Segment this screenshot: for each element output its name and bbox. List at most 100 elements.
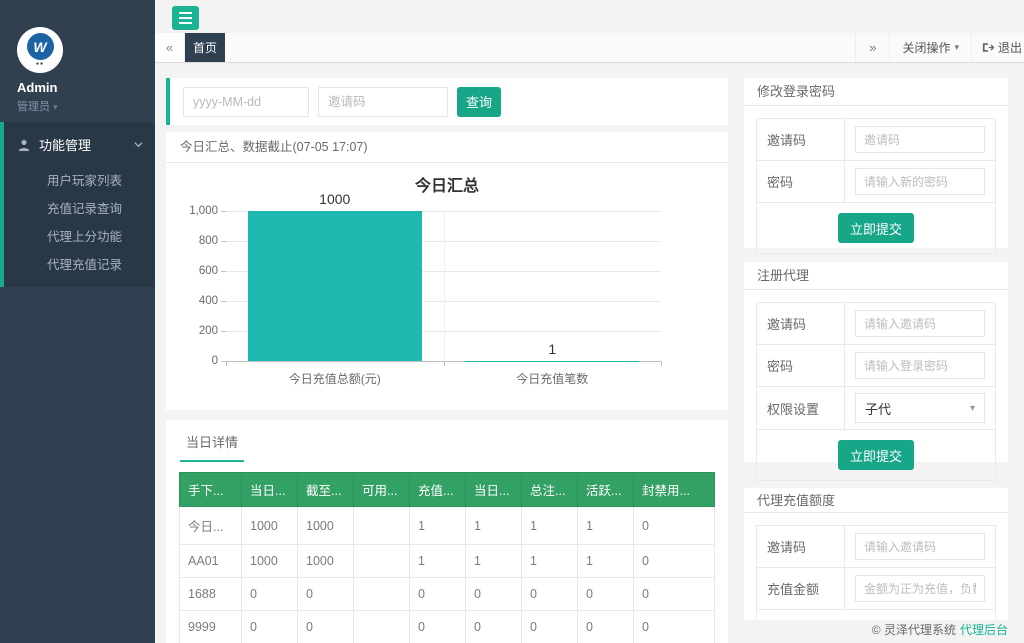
new-password-input[interactable] (855, 168, 985, 195)
password-label: 密码 (757, 345, 845, 386)
brand-logo-caption: ●● (35, 61, 45, 67)
permission-select[interactable]: 子代 ▾ (855, 393, 985, 423)
profile-block: W ●● Admin 管理员 ▾ (0, 0, 155, 118)
password-label: 密码 (757, 161, 845, 202)
sidebar-item-player-list[interactable]: 用户玩家列表 (47, 174, 123, 188)
table-cell: 1 (521, 506, 578, 545)
y-axis-tick (221, 271, 226, 272)
tabs-scroll-left-button[interactable]: « (155, 33, 185, 62)
content: 查询 今日汇总、数据截止(07-05 17:07) 今日汇总 0 200 400 60… (155, 64, 1024, 643)
date-input[interactable] (183, 86, 309, 117)
y-axis-tick-label: 1,000 (189, 205, 218, 217)
sidebar: W ●● Admin 管理员 ▾ 功能管理 用户玩家列表 充值记录查询 代理上分… (0, 0, 155, 643)
table-cell: 0 (409, 610, 466, 643)
x-axis-tick (661, 361, 662, 366)
table-cell: 1 (465, 544, 522, 578)
table-cell: 1 (409, 506, 466, 545)
column-header: 当日... (465, 472, 522, 507)
table-cell: 0 (521, 577, 578, 611)
recharge-amount-input[interactable] (855, 575, 985, 602)
table-cell (353, 544, 410, 578)
table-cell: 1000 (297, 506, 354, 545)
right-column: 修改登录密码 邀请码 密码 立即提交 (744, 78, 1008, 620)
register-agent-card: 注册代理 邀请码 密码 权限设置 (744, 262, 1008, 481)
nav-section: 功能管理 用户玩家列表 充值记录查询 代理上分功能 代理充值记录 (0, 122, 155, 287)
invite-code-label: 邀请码 (757, 303, 845, 344)
form-row-submit: 立即提交 (757, 610, 995, 620)
invite-code-input[interactable] (318, 86, 448, 117)
column-header: 截至... (297, 472, 354, 507)
sidebar-item-agent-recharge-log[interactable]: 代理充值记录 (47, 258, 123, 272)
table-cell: 今日... (179, 506, 242, 545)
sidebar-item-recharge-records[interactable]: 充值记录查询 (47, 202, 123, 216)
tab-home[interactable]: 首页 (185, 33, 225, 62)
register-invite-code-input[interactable] (855, 310, 985, 337)
invite-code-input[interactable] (855, 126, 985, 153)
table-cell: 1 (409, 544, 466, 578)
form-row-submit: 立即提交 (757, 203, 995, 253)
tab-daily-details[interactable]: 当日详情 (180, 432, 245, 462)
table-cell: 0 (633, 544, 715, 578)
y-axis-tick (221, 301, 226, 302)
table-row: AA01 1000 1000 1 1 1 1 0 (179, 544, 715, 578)
register-password-input[interactable] (855, 352, 985, 379)
table-header-row: 手下... 当日... 截至... 可用... 充值... 当日... 总注... 活跃...… (179, 472, 715, 507)
user-icon (18, 139, 30, 151)
agent-recharge-form: 邀请码 充值金额 立即提交 (756, 525, 996, 620)
details-table: 手下... 当日... 截至... 可用... 充值... 当日... 总注... 活跃...… (179, 472, 715, 643)
change-password-submit-button[interactable]: 立即提交 (838, 213, 914, 243)
close-operations-dropdown[interactable]: 关闭操作 ▾ (889, 33, 971, 62)
logout-button[interactable]: 退出 (970, 33, 1024, 62)
table-cell: 0 (633, 506, 715, 545)
table-cell: 0 (633, 610, 715, 643)
table-row: 今日... 1000 1000 1 1 1 1 0 (179, 506, 715, 545)
footer-backend-link[interactable]: 代理后台 (959, 623, 1008, 637)
summary-card-header: 今日汇总、数据截止(07-05 17:07) (166, 132, 728, 163)
x-axis-category-label: 今日充值总额(元) (288, 372, 381, 386)
search-button[interactable]: 查询 (457, 86, 501, 117)
form-row: 充值金额 (757, 568, 995, 610)
footer: © 灵泽代理系统 代理后台 (872, 621, 1008, 638)
column-header: 封禁用... (633, 472, 715, 507)
nav-header-function-management[interactable]: 功能管理 (4, 122, 155, 165)
bar-chart: 今日汇总 0 200 400 600 800 1,000 1000 今日充值总额(元) 1 今日充… (166, 163, 728, 409)
y-axis-tick (221, 211, 226, 212)
caret-down-icon: ▾ (954, 42, 959, 52)
table-row: 1688 0 0 0 0 0 0 0 (179, 577, 715, 611)
details-tabs: 当日详情 (166, 420, 728, 462)
permission-select-value: 子代 (865, 401, 892, 417)
sidebar-item-agent-topup[interactable]: 代理上分功能 (47, 230, 123, 244)
register-agent-submit-button[interactable]: 立即提交 (838, 440, 914, 470)
left-column: 查询 今日汇总、数据截止(07-05 17:07) 今日汇总 0 200 400 60… (166, 78, 728, 643)
table-cell: 9999 (179, 610, 242, 643)
table-cell (353, 506, 410, 545)
column-header: 手下... (179, 472, 242, 507)
table-cell: 0 (465, 610, 522, 643)
main-area: « 首页 » 关闭操作 ▾ 退出 查询 (155, 0, 1024, 643)
table-cell: 1 (521, 544, 578, 578)
table-cell: 0 (241, 577, 298, 611)
table-cell: 0 (241, 610, 298, 643)
profile-role-dropdown[interactable]: 管理员 ▾ (17, 101, 58, 113)
agent-recharge-card: 代理充值额度 邀请码 充值金额 立即提交 (744, 488, 1008, 620)
form-row: 权限设置 子代 ▾ (757, 387, 995, 430)
table-row: 9999 0 0 0 0 0 0 0 (179, 610, 715, 643)
table-cell: 1000 (241, 506, 298, 545)
form-row-submit: 立即提交 (757, 430, 995, 480)
table-cell: 0 (577, 577, 634, 611)
table-cell (353, 610, 410, 643)
bar-value-label: 1 (548, 340, 557, 357)
form-row: 密码 (757, 345, 995, 387)
table-cell: AA01 (179, 544, 242, 578)
y-axis-tick-label: 600 (198, 265, 218, 277)
tab-bar: « 首页 » 关闭操作 ▾ 退出 (155, 33, 1024, 63)
change-password-card: 修改登录密码 邀请码 密码 立即提交 (744, 78, 1008, 254)
recharge-invite-code-input[interactable] (855, 533, 985, 560)
y-axis-tick-label: 200 (198, 325, 218, 337)
chevron-down-icon (134, 142, 143, 148)
chart-bar (247, 211, 422, 361)
menu-toggle-button[interactable] (172, 6, 199, 30)
agent-recharge-title: 代理充值额度 (744, 488, 1008, 513)
tabs-scroll-right-button[interactable]: » (855, 33, 889, 62)
